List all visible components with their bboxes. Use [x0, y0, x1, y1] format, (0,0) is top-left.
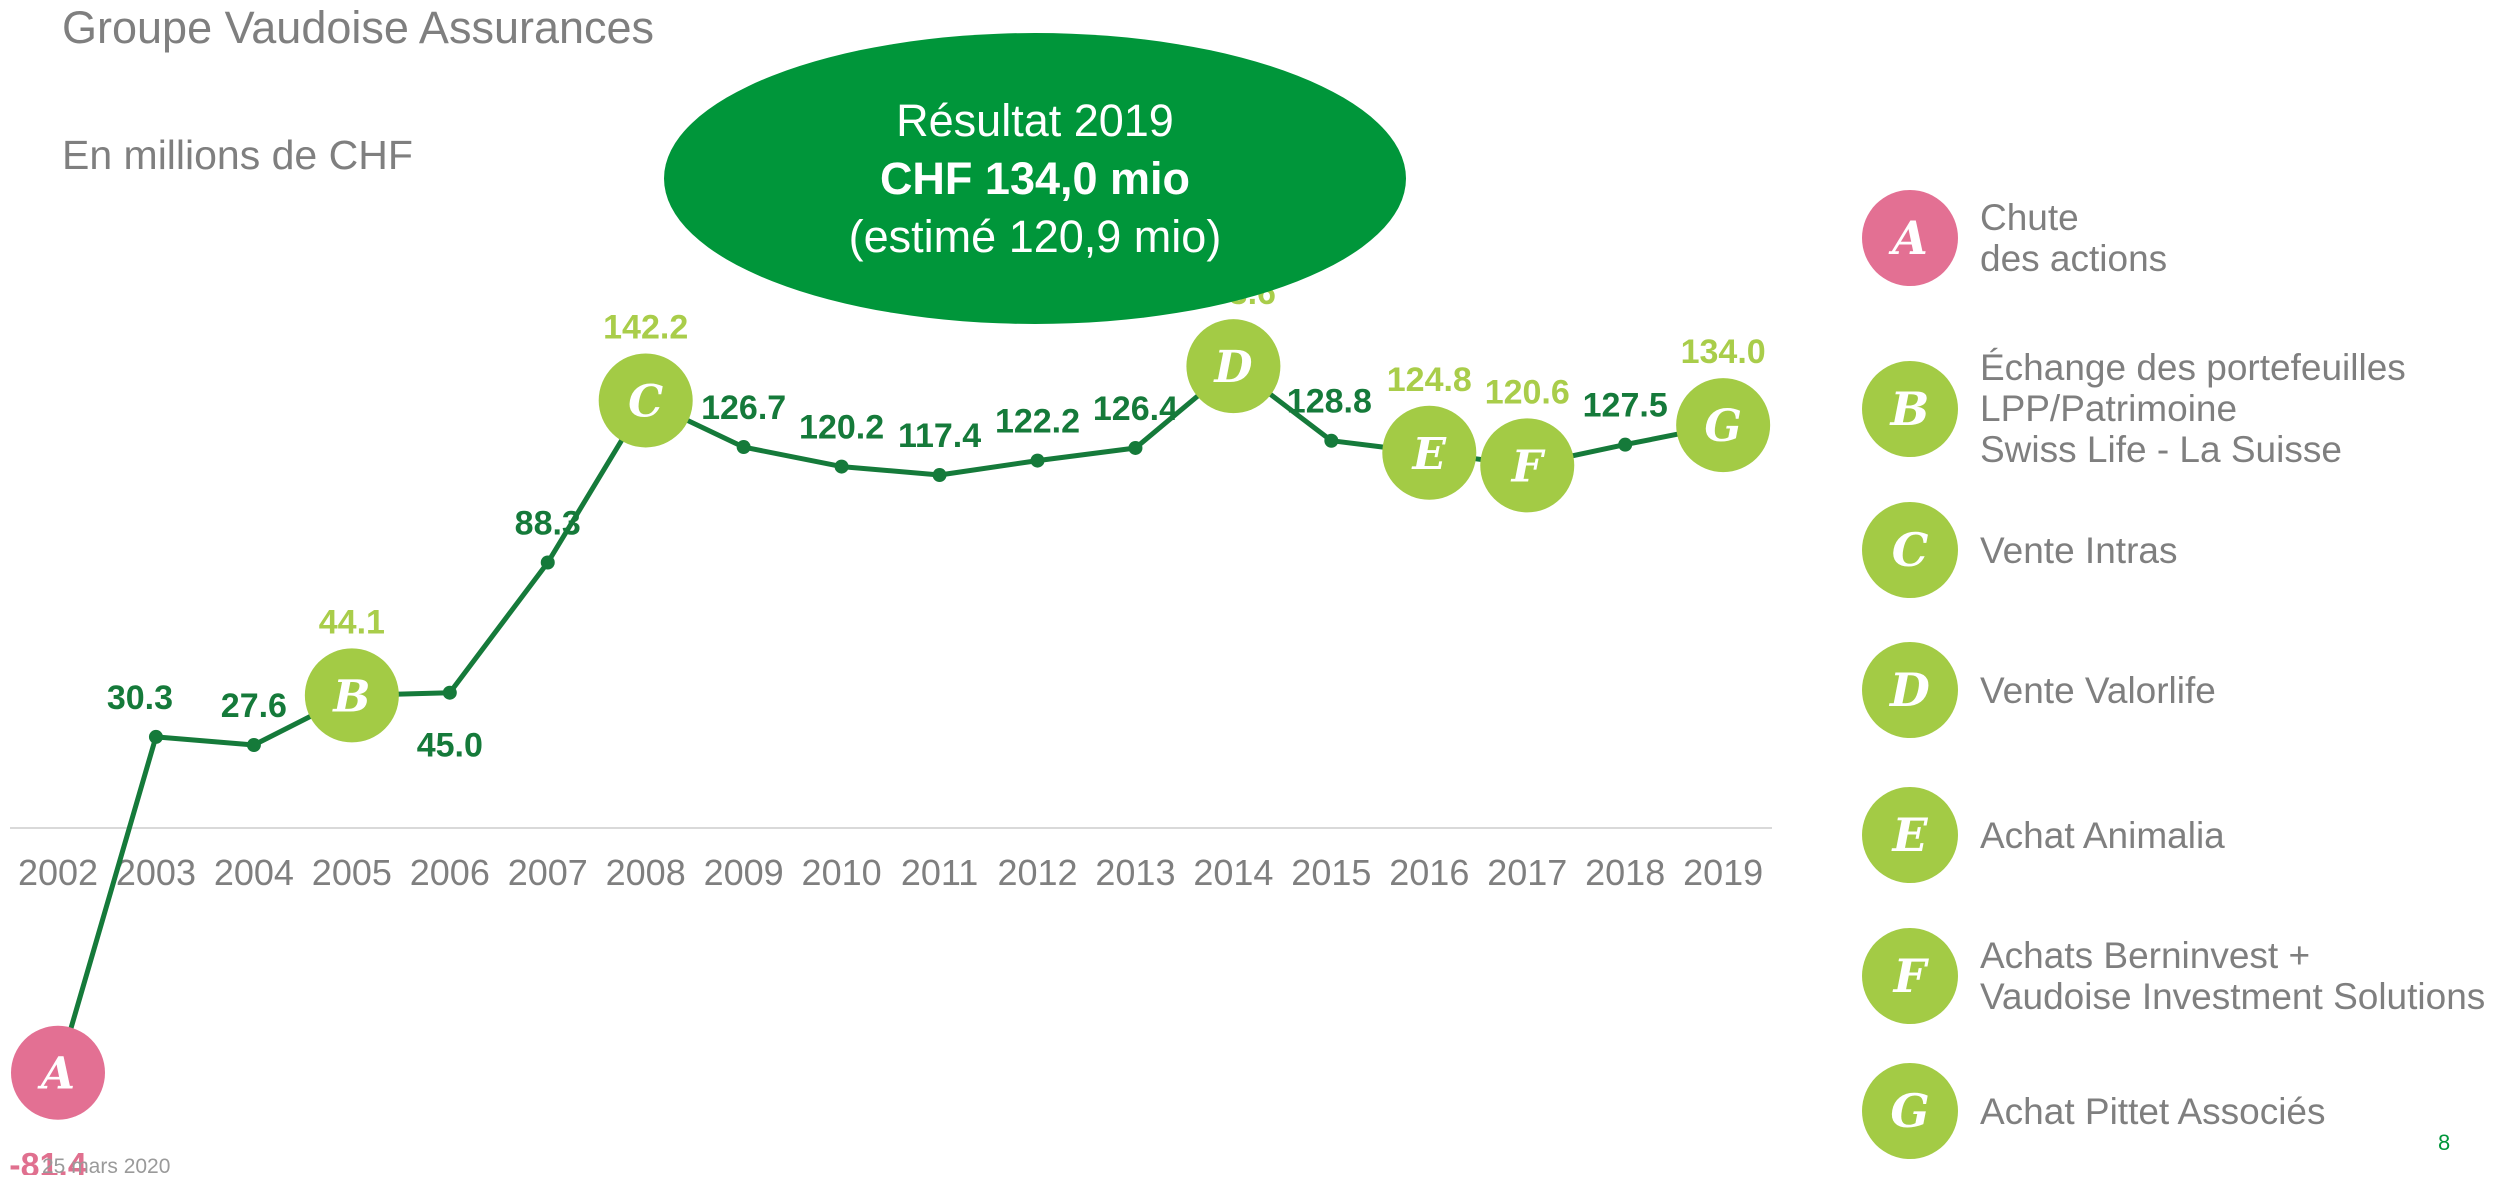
result-amount: CHF 134,0 mio — [879, 152, 1191, 204]
data-label: 122.2 — [995, 403, 1080, 441]
data-point — [834, 459, 849, 474]
legend-item-a: A Chute des actions — [1862, 190, 2167, 286]
data-point — [540, 555, 555, 570]
legend-marker-g: G — [1862, 1063, 1958, 1159]
legend-text-a: Chute des actions — [1980, 197, 2168, 279]
legend-text-b: Échange des portefeuilles LPP/Patrimoine… — [1980, 347, 2406, 470]
data-label: 120.2 — [799, 409, 884, 447]
data-point — [246, 738, 261, 753]
event-marker-d — [1186, 319, 1281, 414]
data-point — [736, 440, 751, 455]
x-tick-label: 2015 — [1291, 852, 1371, 893]
event-marker-letter-d: D — [1212, 342, 1252, 393]
data-label: 134.0 — [1681, 333, 1766, 371]
data-point — [1324, 433, 1339, 448]
legend-text-d: Vente Valorlife — [1980, 669, 2216, 711]
series-line — [55, 363, 1724, 1074]
x-tick-label: 2010 — [802, 852, 882, 893]
x-tick-label: 2002 — [18, 852, 98, 893]
data-point — [1618, 437, 1633, 452]
legend-text-g: Achat Pittet Associés — [1980, 1090, 2326, 1132]
x-tick-label: 2018 — [1585, 852, 1665, 893]
x-tick-label: 2003 — [116, 852, 196, 893]
legend-marker-f: F — [1862, 928, 1958, 1024]
event-marker-e — [1382, 405, 1477, 500]
legend-item-b: B Échange des portefeuilles LPP/Patrimoi… — [1862, 347, 2406, 470]
data-label: 44.1 — [319, 603, 385, 641]
event-marker-b — [304, 648, 399, 743]
data-label: 88.3 — [515, 505, 581, 543]
footer-date: 25 mars 2020 — [42, 1155, 171, 1178]
data-label: 128.8 — [1287, 383, 1372, 421]
x-tick-label: 2005 — [312, 852, 392, 893]
data-label: 30.3 — [107, 679, 173, 717]
x-tick-label: 2017 — [1487, 852, 1567, 893]
event-marker-letter-g: G — [1704, 401, 1742, 452]
legend-text-e: Achat Animalia — [1980, 814, 2225, 856]
x-tick-label: 2011 — [901, 852, 978, 893]
data-label: 126.7 — [701, 389, 786, 427]
legend-item-e: E Achat Animalia — [1862, 787, 2225, 883]
legend-marker-b: B — [1862, 360, 1958, 457]
data-label: 142.2 — [603, 308, 688, 346]
legend-marker-c: C — [1862, 502, 1958, 598]
result-estimate: (estimé 120,9 mio) — [848, 210, 1222, 262]
x-tick-label: 2004 — [214, 852, 294, 893]
profit-line-chart: 2002 2003 2004 2005 2006 2007 2008 2009 2010 2011… — [9, 274, 1772, 1175]
data-point — [442, 685, 457, 700]
x-tick-label: 2016 — [1389, 852, 1469, 893]
data-point — [148, 729, 163, 744]
event-marker-letter-f: F — [1510, 441, 1546, 492]
unit-label: En millions de CHF — [62, 132, 413, 178]
x-tick-label: 2012 — [997, 852, 1077, 893]
x-tick-label: 2013 — [1095, 852, 1175, 893]
page-number: 8 — [2438, 1130, 2451, 1155]
x-tick-label: 2019 — [1683, 852, 1763, 893]
event-marker-letter-c: C — [628, 376, 663, 427]
x-tick-label: 2009 — [704, 852, 784, 893]
event-marker-c — [598, 353, 693, 448]
data-point — [1128, 440, 1143, 455]
legend-marker-d: D — [1862, 642, 1958, 738]
legend-text-f: Achats Berninvest + Vaudoise Investment … — [1980, 935, 2486, 1017]
event-marker-letter-b: B — [331, 671, 370, 722]
legend-text-c: Vente Intras — [1980, 529, 2178, 571]
event-marker-a — [11, 1025, 105, 1120]
legend-item-g: G Achat Pittet Associés — [1862, 1063, 2326, 1159]
x-tick-label: 2007 — [508, 852, 588, 893]
page-title: Groupe Vaudoise Assurances — [62, 2, 655, 53]
x-tick-label: 2014 — [1193, 852, 1273, 893]
data-point — [1030, 453, 1045, 468]
event-marker-letter-e: E — [1411, 429, 1448, 480]
result-highlight-bubble: Résultat 2019 CHF 134,0 mio (estimé 120,… — [664, 33, 1406, 324]
result-year-label: Résultat 2019 — [896, 94, 1174, 146]
event-marker-f — [1480, 418, 1575, 513]
data-label: 27.6 — [221, 687, 287, 725]
x-tick-label: 2008 — [606, 852, 686, 893]
legend-item-c: C Vente Intras — [1862, 502, 2177, 598]
data-label: -81.4 — [9, 1147, 87, 1175]
data-label: 124.8 — [1387, 361, 1472, 399]
data-label: 117.4 — [898, 417, 981, 455]
event-marker-letter-a: A — [37, 1049, 75, 1100]
legend-marker-a: A — [1862, 190, 1958, 286]
data-label: 126.4 — [1093, 390, 1178, 428]
legend-item-f: F Achats Berninvest + Vaudoise Investmen… — [1862, 928, 2485, 1024]
data-label: 120.6 — [1485, 373, 1570, 411]
data-label: 45.0 — [417, 727, 483, 765]
data-label: 127.5 — [1583, 387, 1668, 425]
legend-marker-e: E — [1862, 787, 1958, 883]
event-marker-g — [1676, 378, 1771, 473]
data-point — [932, 468, 947, 483]
legend-item-d: D Vente Valorlife — [1862, 642, 2216, 738]
x-tick-label: 2006 — [410, 852, 490, 893]
